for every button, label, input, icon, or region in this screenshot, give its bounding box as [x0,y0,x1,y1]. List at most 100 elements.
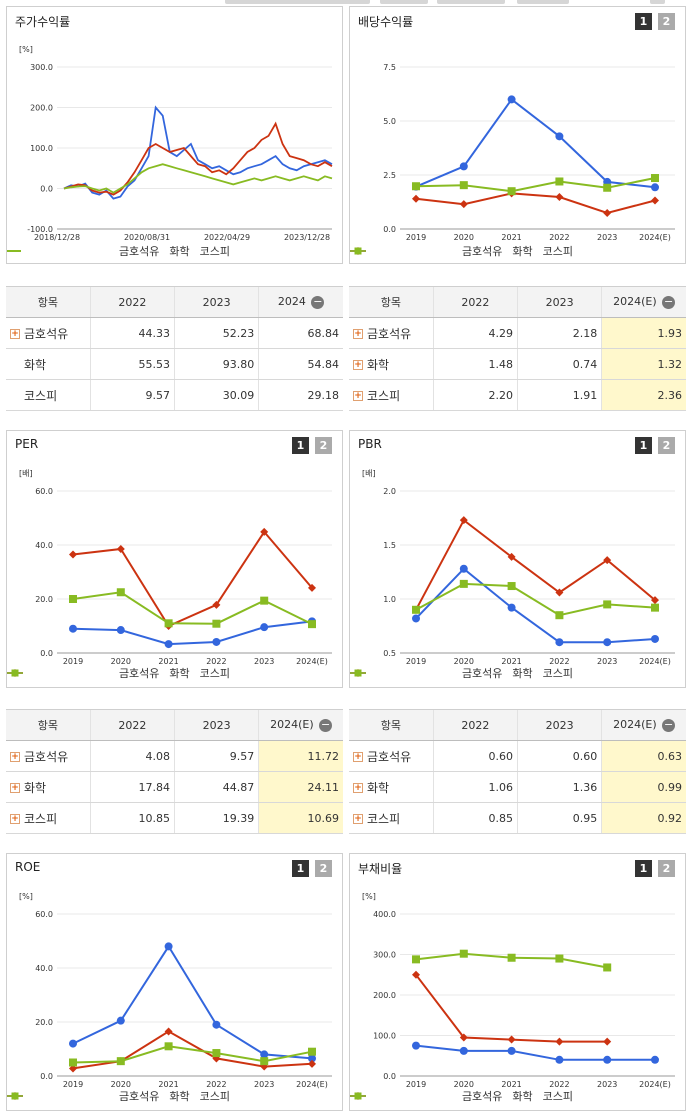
data-point[interactable] [555,177,564,186]
expand-icon[interactable]: + [353,814,363,824]
legend-item[interactable]: 화학 [7,665,190,681]
data-point[interactable] [555,132,564,141]
data-point[interactable] [459,162,468,171]
legend-item[interactable]: 화학 [7,1088,190,1104]
data-point[interactable] [412,614,420,623]
data-point[interactable] [507,953,516,962]
view-2-button[interactable]: 2 [315,860,332,877]
data-point[interactable] [507,95,516,104]
data-point[interactable] [412,605,420,614]
data-point[interactable] [116,626,125,635]
column-header[interactable]: 2024(E) − [601,709,686,741]
data-point[interactable] [507,552,516,561]
expand-icon[interactable]: + [10,329,20,339]
data-point[interactable] [651,596,659,605]
view-2-button[interactable]: 2 [658,13,675,30]
legend-item[interactable]: 코스피 [350,1088,573,1104]
data-point[interactable] [164,1042,173,1051]
expand-icon[interactable]: + [353,391,363,401]
data-point[interactable] [116,588,125,597]
expand-icon[interactable]: + [353,360,363,370]
data-point[interactable] [308,1047,316,1056]
column-header[interactable]: 2024 − [258,286,343,318]
column-header[interactable]: 2024(E) − [258,709,343,741]
row-label[interactable]: + 화학 [349,771,434,803]
data-point[interactable] [164,1027,173,1036]
data-point[interactable] [603,183,612,192]
expand-icon[interactable]: + [10,752,20,762]
data-point[interactable] [459,1033,468,1042]
data-point[interactable] [164,619,173,628]
legend-item[interactable]: 화학 [350,243,533,259]
data-point[interactable] [459,1046,468,1055]
view-1-button[interactable]: 1 [292,860,309,877]
collapse-icon[interactable]: − [311,294,325,309]
data-point[interactable] [212,637,221,646]
legend-item[interactable]: 화학 [350,665,533,681]
collapse-icon[interactable]: − [662,294,676,309]
row-label[interactable]: + 코스피 [6,802,91,834]
legend-item[interactable]: 금호석유 [350,665,502,681]
data-point[interactable] [412,182,420,191]
view-1-button[interactable]: 1 [635,13,652,30]
data-point[interactable] [260,623,269,632]
data-point[interactable] [69,595,77,603]
data-point[interactable] [555,1037,564,1046]
view-2-button[interactable]: 2 [315,437,332,454]
data-point[interactable] [69,1064,77,1073]
data-point[interactable] [308,1054,316,1063]
legend-item[interactable]: 화학 [7,243,190,259]
legend-item[interactable]: 금호석유 [350,243,502,259]
data-point[interactable] [555,611,564,620]
data-point[interactable] [308,620,316,629]
column-header[interactable]: 2024(E) − [601,286,686,318]
view-2-button[interactable]: 2 [658,860,675,877]
legend-item[interactable]: 금호석유 [7,1088,159,1104]
data-point[interactable] [459,200,468,209]
data-point[interactable] [412,1041,420,1050]
data-point[interactable] [651,196,659,205]
data-point[interactable] [603,209,612,218]
legend-item[interactable]: 코스피 [350,665,573,681]
data-point[interactable] [260,1057,269,1066]
expand-icon[interactable]: + [10,814,20,824]
data-point[interactable] [212,1054,221,1063]
legend-item[interactable]: 금호석유 [350,1088,502,1104]
row-label[interactable]: + 금호석유 [349,317,434,349]
view-1-button[interactable]: 1 [292,437,309,454]
row-label[interactable]: + 화학 [349,348,434,380]
data-point[interactable] [116,1016,125,1025]
data-point[interactable] [69,1039,77,1048]
row-label[interactable]: + 화학 [6,771,91,803]
data-point[interactable] [507,187,516,196]
data-point[interactable] [555,954,564,963]
data-point[interactable] [260,1050,269,1059]
data-point[interactable] [651,603,659,612]
data-point[interactable] [212,1049,221,1058]
expand-icon[interactable]: + [10,783,20,793]
data-point[interactable] [507,582,516,591]
legend-item[interactable]: 화학 [350,1088,533,1104]
data-point[interactable] [507,1046,516,1055]
data-point[interactable] [603,963,612,972]
data-point[interactable] [212,619,221,628]
data-point[interactable] [412,194,420,203]
data-point[interactable] [412,970,420,979]
data-point[interactable] [603,1037,612,1046]
data-point[interactable] [212,1020,221,1029]
legend-item[interactable]: 금호석유 [7,665,159,681]
data-point[interactable] [603,638,612,647]
data-point[interactable] [603,600,612,609]
data-point[interactable] [603,1055,612,1064]
data-point[interactable] [69,1058,77,1067]
data-point[interactable] [116,1057,125,1066]
data-point[interactable] [116,545,125,554]
data-point[interactable] [507,1035,516,1044]
view-2-button[interactable]: 2 [658,437,675,454]
view-1-button[interactable]: 1 [635,860,652,877]
data-point[interactable] [555,588,564,597]
data-point[interactable] [507,603,516,612]
row-label[interactable]: + 코스피 [349,802,434,834]
data-point[interactable] [260,527,269,536]
data-point[interactable] [69,624,77,633]
